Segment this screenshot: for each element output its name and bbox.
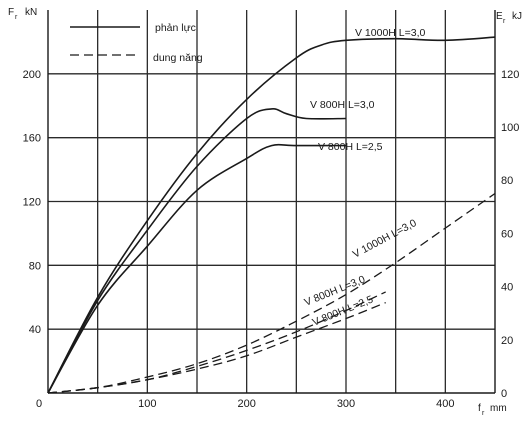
legend-label-dashed: dung năng [153, 52, 203, 64]
series-annotation-1: V 800H L=3,0 [310, 99, 375, 111]
svg-text:r: r [503, 18, 506, 25]
left-axis-title: F r kN [8, 7, 37, 21]
y-left-tick-label: 80 [29, 260, 41, 272]
y-left-tick-label: 120 [23, 197, 41, 209]
svg-text:F: F [8, 7, 14, 18]
svg-text:r: r [15, 14, 18, 21]
y-right-tick-label: 120 [501, 69, 519, 81]
svg-text:kN: kN [25, 7, 37, 18]
grid [48, 10, 495, 393]
series-line-force-0 [47, 36, 496, 394]
y-left-tick-label: 160 [23, 133, 41, 145]
x-tick-label: 300 [337, 398, 355, 410]
series-line-force-1 [47, 108, 347, 394]
y-right-tick-label: 60 [501, 228, 513, 240]
y-right-tick-label: 0 [501, 388, 507, 400]
series-annotations: V 1000H L=3,0 V 800H L=3,0 V 800H L=2,5 V 1… [303, 27, 426, 329]
y-left-tick-label: 200 [23, 69, 41, 81]
y-right-tick-label: 100 [501, 122, 519, 134]
origin-label: 0 [36, 398, 42, 410]
y-right-tick-label: 80 [501, 175, 513, 187]
series-annotation-2: V 800H L=2,5 [318, 141, 383, 153]
series-line-force-2 [47, 143, 346, 394]
y-right-tick-label: 20 [501, 335, 513, 347]
x-tick-label: 200 [237, 398, 255, 410]
y-right-tick-label: 40 [501, 282, 513, 294]
legend: phản lực dung năng [70, 22, 203, 64]
x-tick-label: 100 [138, 398, 156, 410]
svg-text:r: r [482, 410, 485, 417]
svg-text:kJ: kJ [512, 11, 522, 22]
series-line-energy-5 [47, 301, 386, 394]
axes [47, 10, 496, 394]
svg-text:f: f [478, 403, 481, 414]
x-axis-title: f r mm [478, 403, 507, 417]
curves [47, 36, 496, 394]
tick-labels: 100 200 300 400 40 80 120 160 200 0 20 40 60 80 100 120 [23, 69, 520, 410]
series-annotation-0: V 1000H L=3,0 [355, 27, 426, 39]
y-left-tick-label: 40 [29, 324, 41, 336]
svg-text:E: E [496, 11, 503, 22]
series-annotation-3: V 1000H L=3,0 [351, 217, 419, 261]
svg-text:mm: mm [490, 403, 507, 414]
x-tick-label: 400 [436, 398, 454, 410]
right-axis-title: E r kJ [496, 11, 522, 25]
series-line-energy-3 [47, 192, 496, 394]
legend-label-solid: phản lực [155, 22, 196, 34]
